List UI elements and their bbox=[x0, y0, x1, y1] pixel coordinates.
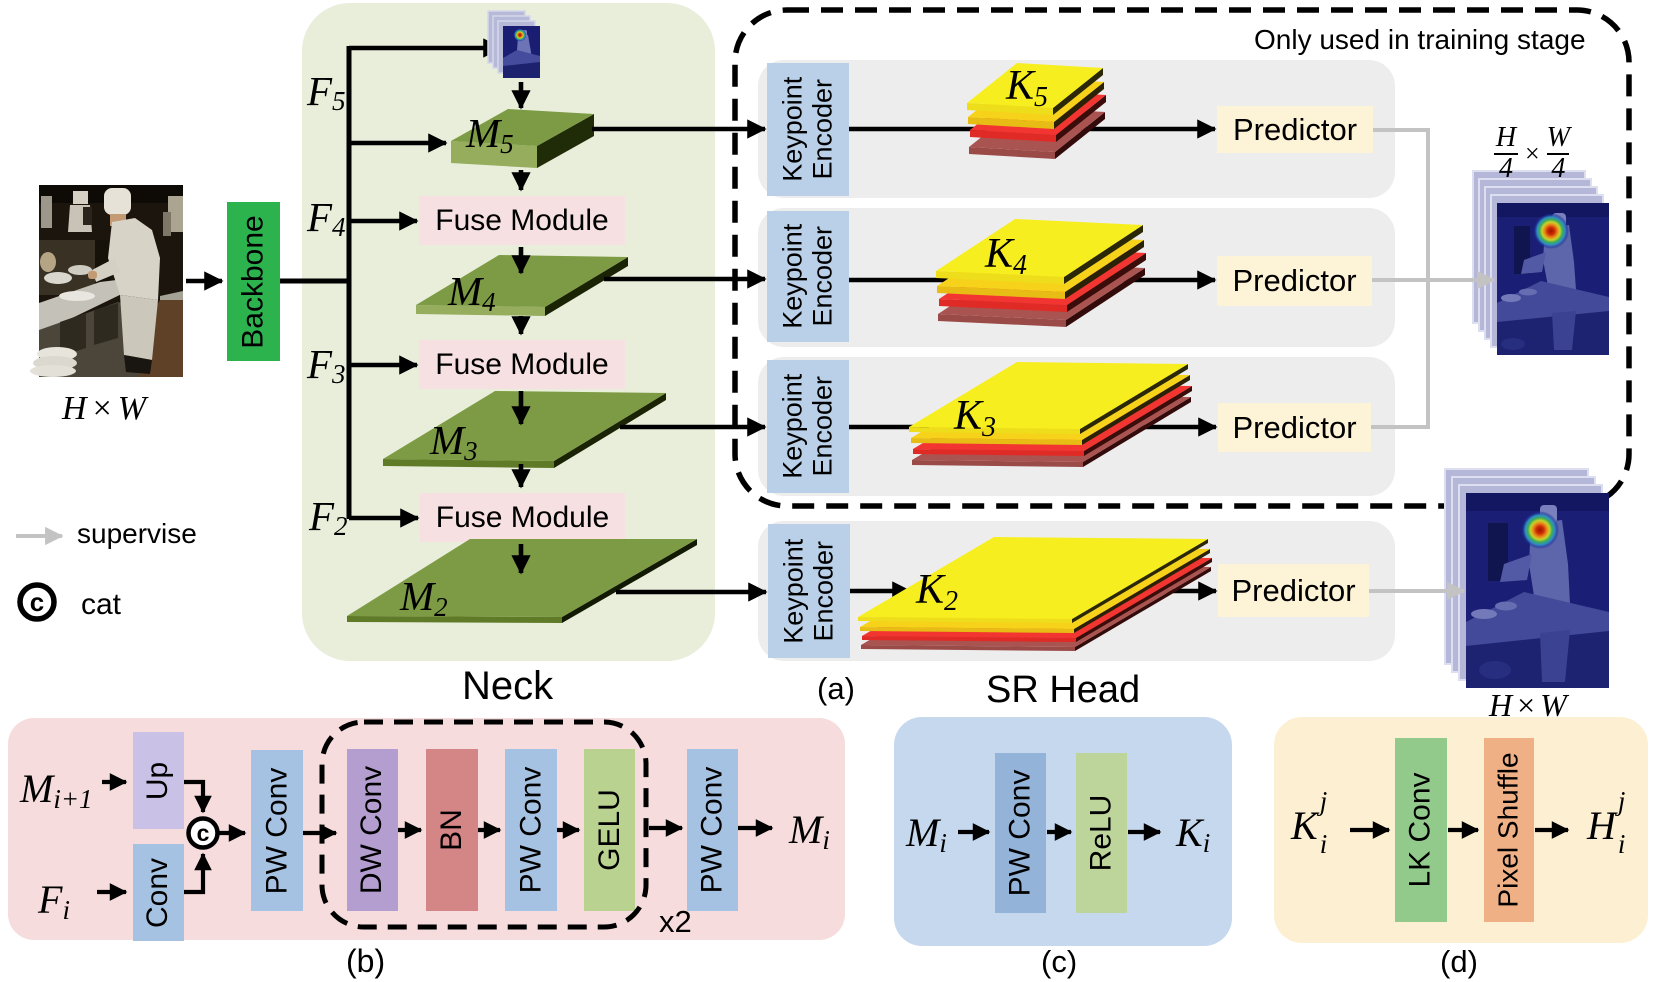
svg-text:c: c bbox=[30, 587, 44, 617]
svg-text:c: c bbox=[197, 820, 210, 846]
